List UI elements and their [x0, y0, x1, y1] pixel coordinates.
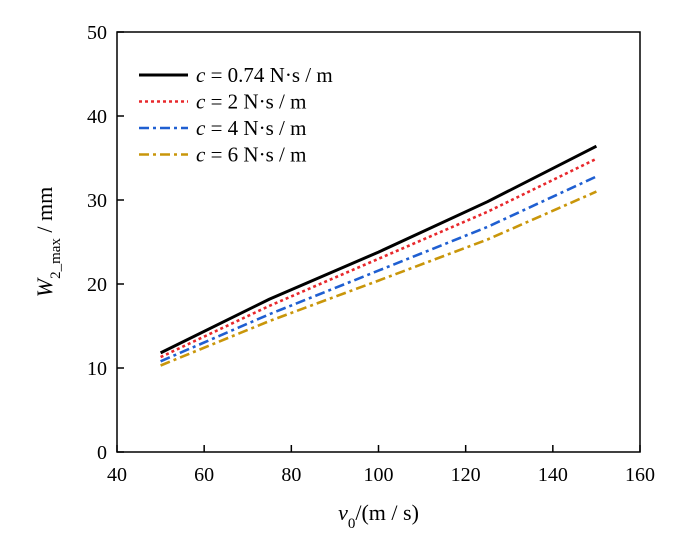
- y-tick-label: 10: [87, 358, 107, 380]
- series-line-4: [160, 190, 597, 367]
- series-line-1: [159, 144, 598, 355]
- legend-label-2: c = 2 N·s / m: [196, 90, 306, 114]
- x-tick-label: 120: [451, 464, 481, 486]
- x-tick-label: 140: [538, 464, 568, 486]
- y-tick-label: 20: [87, 274, 107, 296]
- x-tick-label: 40: [107, 464, 127, 486]
- y-tick-label: 0: [97, 442, 107, 464]
- x-tick-label: 80: [281, 464, 301, 486]
- axis-ticks: 40 60 80 100 120 140 160 0 10 20 30 40 50: [87, 22, 655, 486]
- y-tick-label: 30: [87, 190, 107, 212]
- series-lines: [159, 144, 598, 367]
- legend-label-3: c = 4 N·s / m: [196, 116, 306, 140]
- x-axis-title: v0/(m / s): [338, 500, 419, 532]
- series-line-2: [160, 157, 597, 359]
- x-tick-label: 60: [194, 464, 214, 486]
- legend: c = 0.74 N·s / m c = 2 N·s / mc = 4 N·s /…: [139, 63, 333, 167]
- x-tick-label: 100: [364, 464, 394, 486]
- legend-label-4: c = 6 N·s / m: [196, 143, 306, 167]
- legend-label-1: c = 0.74 N·s / m: [196, 63, 333, 87]
- y-axis-title: W2_max / mm: [32, 187, 64, 298]
- x-tick-label: 160: [625, 464, 655, 486]
- y-tick-label: 50: [87, 22, 107, 44]
- y-tick-label: 40: [87, 106, 107, 128]
- series-line-3: [160, 175, 597, 363]
